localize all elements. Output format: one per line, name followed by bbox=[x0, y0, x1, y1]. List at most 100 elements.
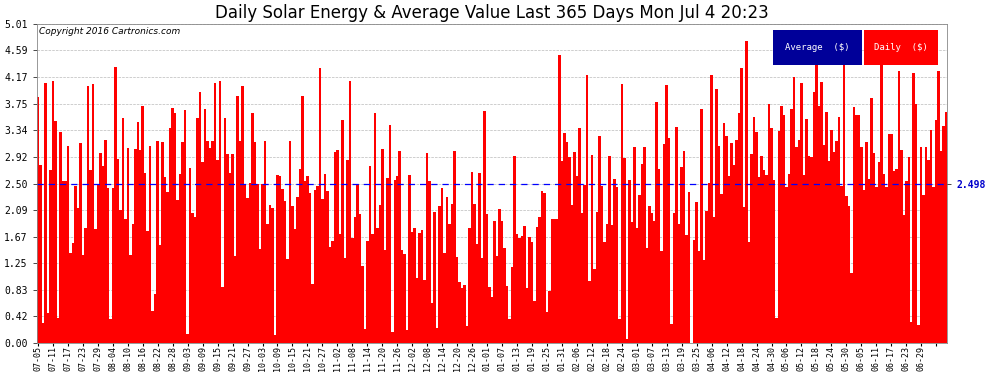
Bar bbox=[363, 329, 366, 343]
Bar bbox=[880, 62, 882, 343]
Bar bbox=[79, 143, 81, 343]
Bar bbox=[521, 236, 524, 343]
Bar bbox=[76, 208, 79, 343]
Bar bbox=[788, 174, 790, 343]
Bar bbox=[778, 131, 780, 343]
Bar bbox=[59, 132, 61, 343]
Bar bbox=[762, 170, 765, 343]
Bar bbox=[496, 256, 498, 343]
Bar bbox=[399, 151, 401, 343]
Bar bbox=[658, 169, 660, 343]
Bar bbox=[534, 301, 536, 343]
Bar bbox=[855, 116, 857, 343]
Bar bbox=[74, 186, 76, 343]
Bar bbox=[860, 147, 862, 343]
Bar bbox=[461, 288, 463, 343]
Bar bbox=[154, 294, 156, 343]
Bar bbox=[314, 190, 316, 343]
Bar bbox=[742, 207, 745, 343]
Bar bbox=[92, 84, 94, 343]
Bar bbox=[396, 176, 399, 343]
Bar bbox=[857, 115, 860, 343]
Bar bbox=[501, 221, 503, 343]
Bar bbox=[301, 96, 304, 343]
Bar bbox=[268, 205, 271, 343]
Bar bbox=[263, 141, 266, 343]
Bar bbox=[808, 156, 810, 343]
Bar bbox=[271, 209, 274, 343]
Bar bbox=[94, 228, 97, 343]
Bar bbox=[838, 117, 841, 343]
Bar bbox=[565, 142, 568, 343]
Bar bbox=[626, 339, 628, 343]
Bar bbox=[728, 176, 731, 343]
Bar bbox=[877, 162, 880, 343]
Bar bbox=[217, 160, 219, 343]
Bar bbox=[628, 180, 631, 343]
Bar bbox=[419, 233, 421, 343]
Bar bbox=[638, 195, 641, 343]
Bar bbox=[513, 156, 516, 343]
Bar bbox=[176, 200, 179, 343]
Bar bbox=[524, 226, 526, 343]
Bar bbox=[847, 206, 850, 343]
Bar bbox=[383, 250, 386, 343]
Bar bbox=[159, 245, 161, 343]
Bar bbox=[905, 182, 908, 343]
Bar bbox=[306, 177, 309, 343]
Bar bbox=[555, 219, 558, 343]
Bar bbox=[852, 107, 855, 343]
Bar bbox=[783, 115, 785, 343]
Bar bbox=[518, 238, 521, 343]
Bar bbox=[795, 147, 798, 343]
Bar bbox=[147, 231, 148, 343]
Bar bbox=[227, 154, 229, 343]
Bar bbox=[40, 165, 42, 343]
Bar bbox=[695, 202, 698, 343]
Bar bbox=[296, 197, 299, 343]
Bar bbox=[765, 175, 768, 343]
Bar bbox=[938, 70, 940, 343]
Bar bbox=[491, 297, 493, 343]
Bar bbox=[256, 184, 258, 343]
Bar bbox=[933, 187, 935, 343]
Bar bbox=[668, 138, 670, 343]
Bar bbox=[204, 109, 206, 343]
Bar bbox=[132, 224, 134, 343]
Bar bbox=[823, 145, 826, 343]
Bar bbox=[583, 185, 586, 343]
Bar bbox=[229, 173, 232, 343]
Bar bbox=[898, 70, 900, 343]
Text: Copyright 2016 Cartronics.com: Copyright 2016 Cartronics.com bbox=[39, 27, 180, 36]
Bar bbox=[665, 85, 668, 343]
Bar bbox=[888, 134, 890, 343]
Bar bbox=[222, 287, 224, 343]
Bar bbox=[448, 224, 450, 343]
Bar bbox=[731, 142, 733, 343]
Bar bbox=[828, 161, 831, 343]
Bar bbox=[478, 173, 481, 343]
Bar bbox=[803, 175, 805, 343]
Bar bbox=[171, 108, 174, 343]
Bar bbox=[670, 324, 673, 343]
Bar bbox=[644, 147, 645, 343]
Bar bbox=[750, 153, 752, 343]
Bar bbox=[875, 187, 877, 343]
Bar bbox=[636, 228, 638, 343]
Bar bbox=[944, 112, 947, 343]
Bar bbox=[581, 213, 583, 343]
Bar bbox=[117, 159, 119, 343]
Bar bbox=[329, 247, 331, 343]
Bar bbox=[498, 209, 501, 343]
Bar bbox=[511, 267, 513, 343]
Bar bbox=[99, 153, 102, 343]
Bar bbox=[700, 109, 703, 343]
Bar bbox=[458, 282, 461, 343]
Bar bbox=[810, 157, 813, 343]
Bar bbox=[826, 112, 828, 343]
Bar bbox=[51, 81, 54, 343]
Bar bbox=[745, 41, 747, 343]
Bar bbox=[431, 303, 434, 343]
Bar bbox=[321, 199, 324, 343]
Bar bbox=[570, 205, 573, 343]
